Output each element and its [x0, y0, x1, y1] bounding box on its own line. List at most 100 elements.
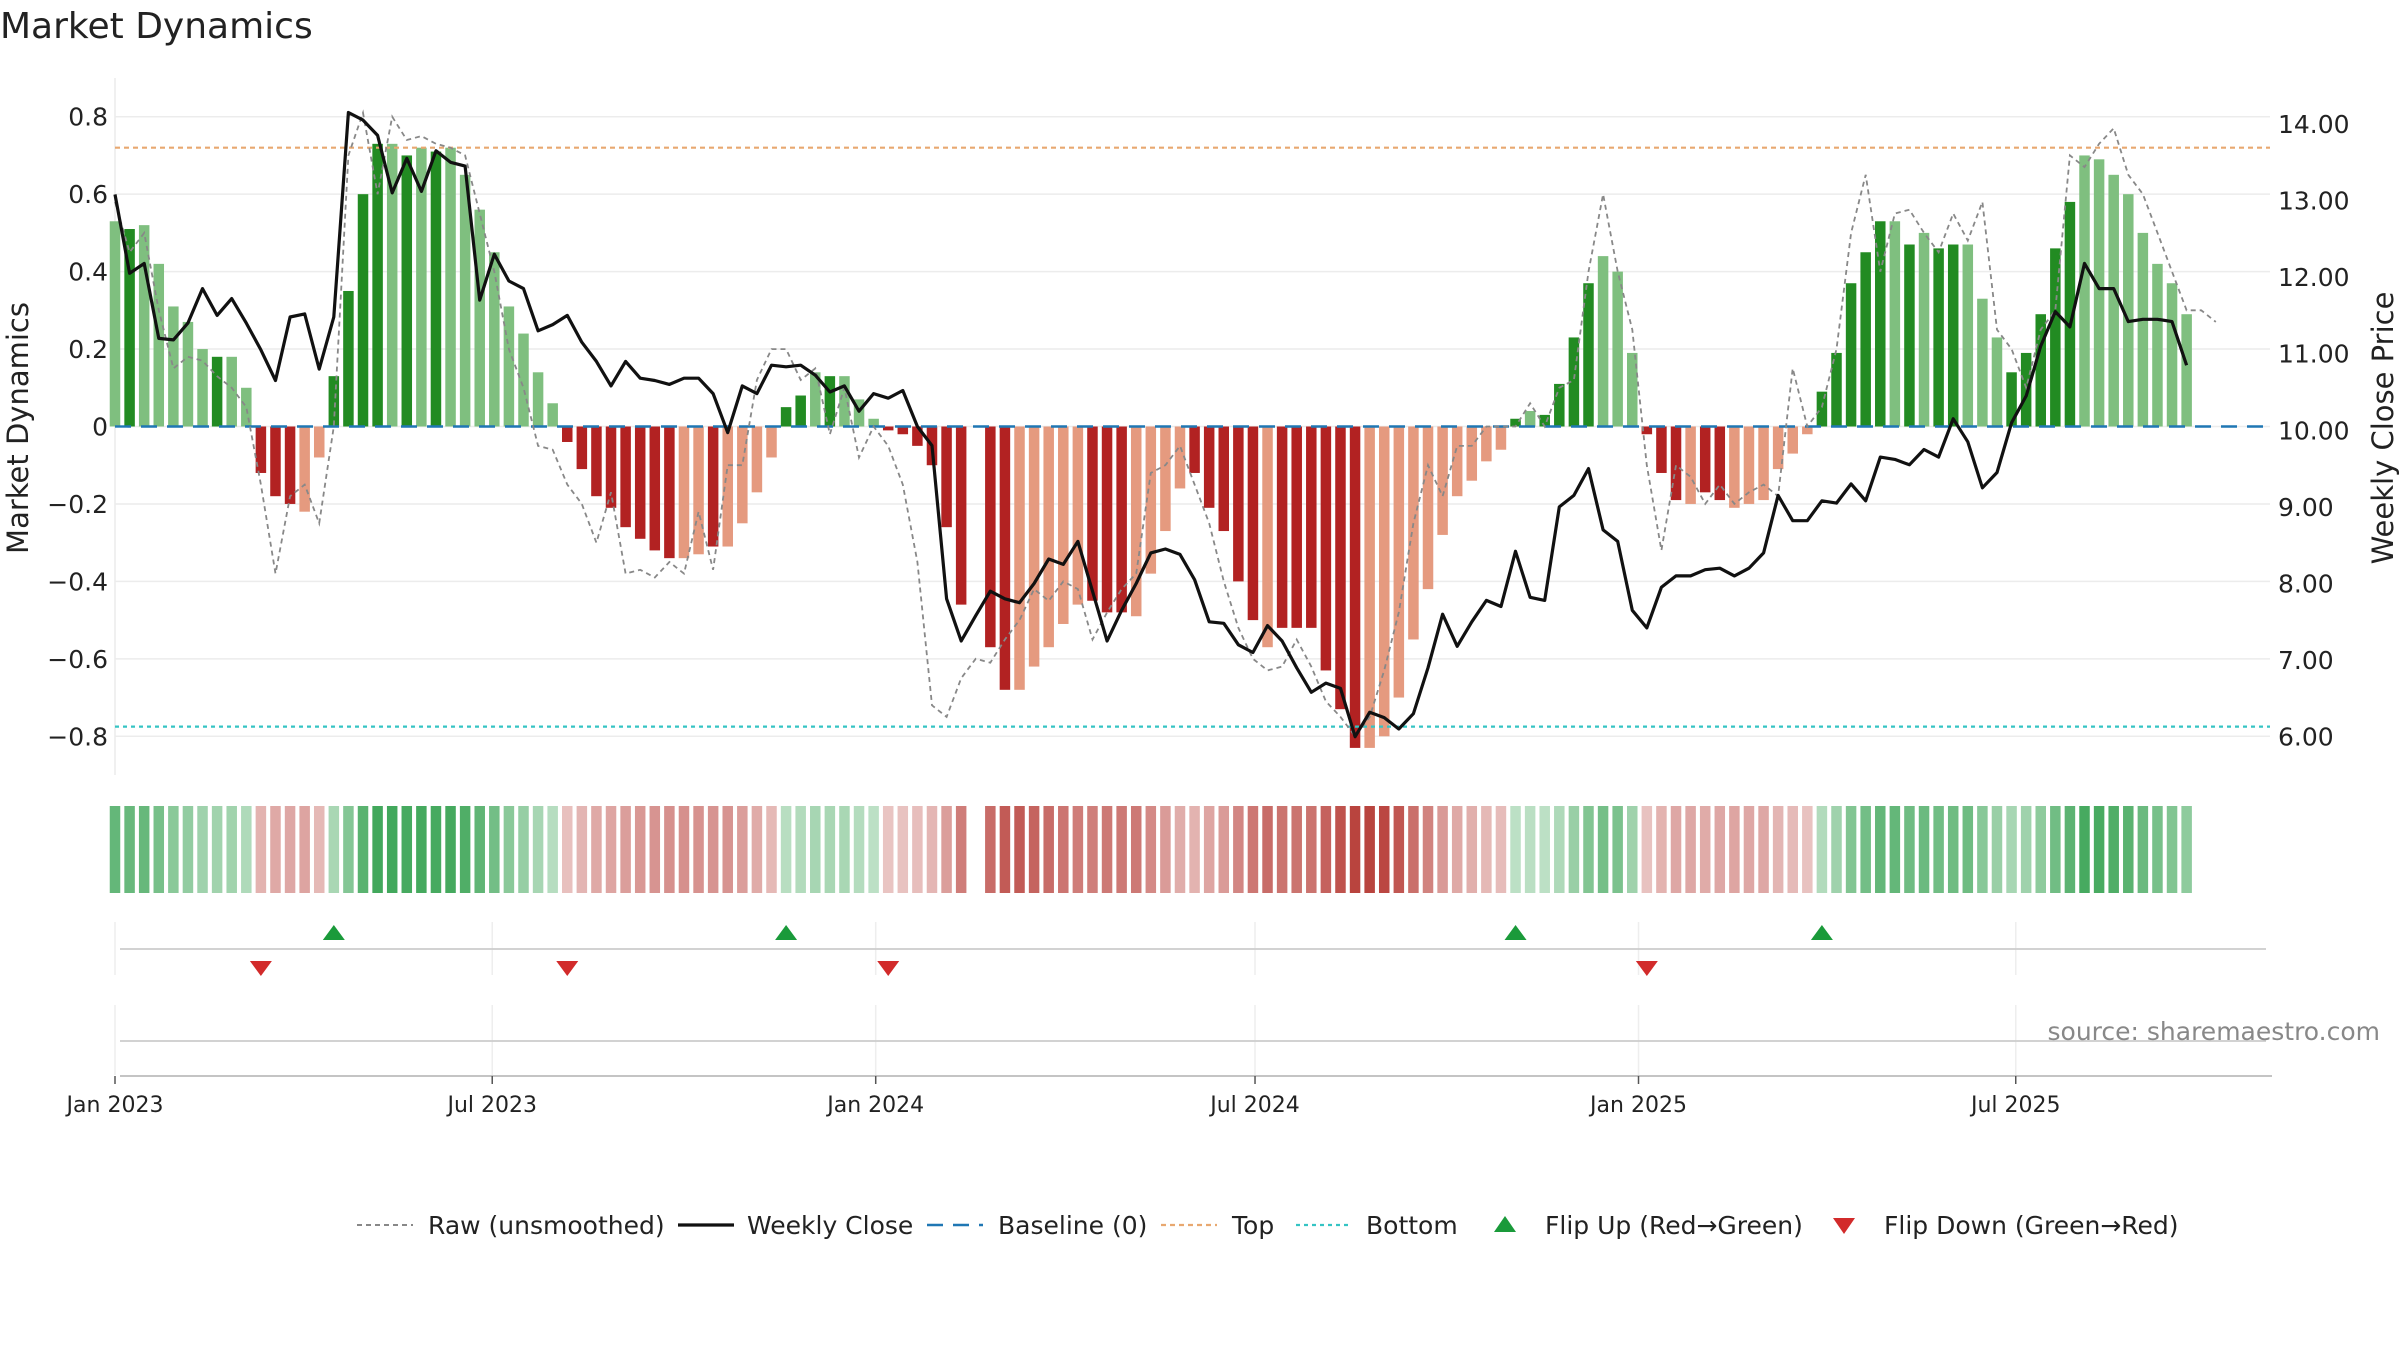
y2-tick-label: 12.00 — [2278, 263, 2350, 292]
dynamics-bar — [1743, 426, 1755, 504]
dynamics-bar — [532, 372, 544, 427]
dynamics-bar — [547, 403, 558, 427]
heat-cell — [1772, 806, 1784, 893]
dynamics-bar — [1378, 426, 1390, 737]
flip-up-marker — [775, 925, 798, 940]
dynamics-bar — [1291, 426, 1302, 628]
heat-cell — [985, 806, 996, 893]
dynamics-bar — [2137, 232, 2149, 427]
dynamics-bar — [1364, 426, 1375, 748]
dynamics-bar — [1087, 426, 1098, 601]
dynamics-bar — [1524, 411, 1536, 427]
dynamics-bar — [1101, 426, 1113, 613]
heat-cell — [1816, 806, 1828, 893]
weekly-close-line — [113, 110, 2189, 739]
heat-cell — [1743, 806, 1755, 893]
heat-cell — [1495, 806, 1507, 893]
heat-cell — [1335, 806, 1346, 893]
heat-cell — [1203, 806, 1215, 893]
dynamics-bar — [2166, 283, 2178, 427]
dynamics-bar — [430, 151, 442, 427]
heat-cell — [284, 806, 296, 893]
dynamics-bar — [1612, 271, 1623, 427]
dynamics-bar — [503, 306, 515, 427]
heat-cell — [182, 806, 194, 893]
dynamics-bar — [707, 426, 719, 547]
dynamics-bar — [1904, 244, 1915, 427]
heat-cell — [1028, 806, 1040, 893]
heat-cell — [2035, 806, 2046, 893]
dynamics-bar — [1320, 426, 1332, 671]
dynamics-bar — [1058, 426, 1069, 624]
flip-up-marker — [322, 925, 345, 940]
heat-cell — [1247, 806, 1259, 893]
dynamics-bar — [211, 356, 223, 427]
dynamics-bar — [897, 426, 909, 435]
legend-label: Weekly Close — [747, 1211, 913, 1240]
dynamics-bar — [1918, 232, 1930, 427]
x-tick-label: Jan 2023 — [65, 1093, 164, 1118]
y2-tick-label: 11.00 — [2278, 340, 2350, 369]
dynamics-bar — [985, 426, 996, 648]
heat-cell — [1539, 806, 1550, 893]
dynamics-bar — [197, 349, 208, 427]
dynamics-bar — [1860, 252, 1871, 427]
heat-cell — [1262, 806, 1273, 893]
heat-cell — [1831, 806, 1842, 893]
flip-down-marker — [1635, 961, 1658, 976]
dynamics-bar — [1685, 426, 1696, 504]
dynamics-bar — [1991, 337, 2003, 427]
dynamics-bar — [2123, 194, 2134, 427]
heat-cell — [2152, 806, 2163, 893]
heat-cell — [766, 806, 777, 893]
x-axis: Jan 2023 Jul 2023 Jan 2024 Jul 2024 Jan 2025… — [65, 1076, 2061, 1118]
heat-cell — [153, 806, 165, 893]
flip-markers-panel — [114, 922, 2266, 976]
dynamics-bar — [1072, 426, 1084, 605]
dynamics-bar — [591, 426, 602, 497]
heat-cell — [751, 806, 763, 893]
dynamics-bar — [1276, 426, 1288, 628]
heat-cell — [941, 806, 952, 893]
heat-cell — [1802, 806, 1813, 893]
dynamics-bar — [1641, 426, 1653, 435]
heat-cell — [547, 806, 558, 893]
dynamics-bar — [1962, 244, 1974, 427]
heat-cell — [1729, 806, 1740, 893]
heat-cell — [299, 806, 310, 893]
heat-cell — [1962, 806, 1974, 893]
legend-label: Flip Down (Green→Red) — [1884, 1211, 2179, 1240]
heat-cell — [1466, 806, 1478, 893]
y-tick-label: 0.4 — [68, 258, 108, 287]
dynamics-bar — [1772, 426, 1784, 470]
dynamics-bar — [766, 426, 777, 458]
heat-cell — [1568, 806, 1580, 893]
heat-cell — [1875, 806, 1886, 893]
heat-cell — [1787, 806, 1798, 893]
heat-cell — [1714, 806, 1726, 893]
heat-cell — [1510, 806, 1521, 893]
dynamics-bar — [255, 426, 267, 473]
heat-cell — [2137, 806, 2149, 893]
dynamics-bar — [1481, 426, 1492, 462]
heat-cell — [795, 806, 806, 893]
heat-cell — [255, 806, 267, 893]
heat-cell — [328, 806, 340, 893]
flip-down-marker — [877, 961, 900, 976]
dynamics-bar — [605, 426, 617, 508]
heat-cell — [1306, 806, 1317, 893]
dynamics-bar — [1889, 221, 1901, 427]
bottom-panel — [114, 1005, 2272, 1077]
heat-cell — [138, 806, 150, 893]
y-axis-right: 14.00 13.00 12.00 11.00 10.00 9.00 8.00 7.00 6.0… — [2278, 110, 2350, 752]
heat-cell — [737, 806, 748, 893]
dynamics-bar — [270, 426, 281, 497]
heat-cell — [912, 806, 923, 893]
y-tick-label: 0.2 — [68, 335, 108, 364]
dynamics-bar — [2108, 174, 2119, 427]
dynamics-bar — [1758, 426, 1769, 501]
dynamics-bar — [1174, 426, 1186, 489]
x-tick-label: Jan 2024 — [825, 1093, 924, 1118]
main-plot — [109, 109, 2270, 748]
dynamics-bar — [955, 426, 967, 605]
